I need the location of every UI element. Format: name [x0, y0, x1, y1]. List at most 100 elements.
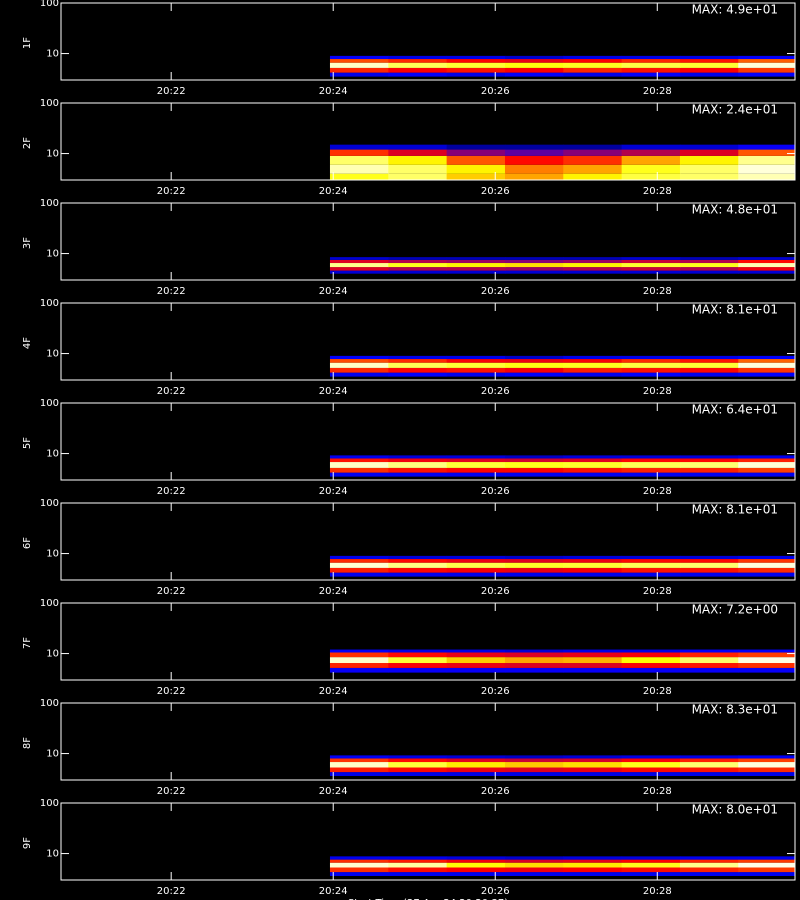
x-tick-label: 20:26 [481, 286, 510, 297]
heat-cell [621, 572, 681, 577]
heat-cell [329, 67, 389, 73]
heat-cell [329, 872, 389, 876]
heat-cell [504, 758, 564, 763]
x-tick-label: 20:24 [319, 86, 348, 97]
heat-cell [388, 72, 448, 77]
plot-frame [60, 102, 796, 181]
heat-cell [446, 164, 506, 174]
x-tick-label: 20:24 [319, 386, 348, 397]
heat-cell [504, 59, 564, 63]
heat-cell [621, 856, 681, 860]
heat-cell [329, 667, 389, 673]
heat-cell [446, 257, 506, 260]
heat-cell [738, 867, 796, 873]
heat-cell [504, 872, 564, 876]
heat-cell [738, 657, 796, 664]
x-tick-label: 20:24 [319, 186, 348, 197]
heat-cell [504, 762, 564, 768]
heat-cell [446, 559, 506, 563]
heat-cell [446, 355, 506, 360]
x-tick-label: 20:22 [157, 86, 186, 97]
heat-cell [388, 367, 448, 373]
heat-cell [329, 149, 389, 156]
x-tick-label: 20:26 [481, 486, 510, 497]
heat-cell [679, 467, 739, 473]
heat-cell [679, 155, 739, 165]
heat-cell [563, 355, 623, 360]
heat-cell [329, 59, 389, 63]
heat-cell [679, 472, 739, 477]
heat-cell [504, 657, 564, 664]
heat-cell [329, 62, 389, 68]
heat-cell [738, 458, 796, 463]
x-tick-label: 20:22 [157, 886, 186, 897]
heat-cell [621, 59, 681, 63]
heat-cell [621, 164, 681, 174]
heat-cell [388, 270, 448, 274]
heat-cell [329, 164, 389, 174]
heat-cell [563, 267, 623, 271]
heat-cell [329, 355, 389, 360]
y-tick-label: 10 [46, 149, 59, 160]
heat-cell [388, 762, 448, 768]
heat-cell [504, 772, 564, 776]
y-tick-label: 10 [46, 49, 59, 60]
heat-cell [621, 872, 681, 876]
heat-cell [504, 149, 564, 156]
heat-cell [504, 867, 564, 873]
heat-cell [563, 257, 623, 260]
heat-cell [621, 663, 681, 668]
heat-cell [563, 164, 623, 174]
heat-cell [504, 458, 564, 463]
heat-cell [621, 270, 681, 274]
heat-cell [446, 856, 506, 860]
x-tick-label: 20:22 [157, 686, 186, 697]
heat-cell [621, 462, 681, 468]
y-axis-label: 4F [22, 337, 33, 349]
x-tick-label: 20:26 [481, 586, 510, 597]
heat-cell [446, 455, 506, 459]
heat-cell [504, 555, 564, 560]
heat-cell [563, 455, 623, 459]
heat-cell [679, 257, 739, 260]
heat-cell [563, 372, 623, 377]
max-annotation: MAX: 8.1e+01 [692, 503, 778, 517]
heat-cell [329, 859, 389, 863]
heat-cell [504, 62, 564, 68]
heat-cell [738, 372, 796, 377]
heat-cell [679, 562, 739, 568]
heat-cell [388, 149, 448, 156]
heat-cell [446, 649, 506, 653]
heat-cell [504, 856, 564, 860]
heat-cell [738, 355, 796, 360]
heat-cell [446, 472, 506, 477]
heat-cell [446, 467, 506, 473]
heat-cell [738, 555, 796, 560]
heat-cell [388, 767, 448, 773]
heat-cell [504, 663, 564, 668]
y-tick-label: 10 [46, 549, 59, 560]
y-tick-label: 100 [40, 698, 59, 709]
heat-cell [738, 462, 796, 468]
heat-cell [446, 55, 506, 60]
heat-cell [446, 263, 506, 268]
heat-cell [621, 72, 681, 77]
heat-cell [621, 144, 681, 150]
x-tick-label: 20:26 [481, 686, 510, 697]
heat-cell [446, 762, 506, 768]
heat-cell [329, 173, 389, 180]
y-tick-label: 10 [46, 249, 59, 260]
heat-cell [329, 856, 389, 860]
heat-cell [446, 173, 506, 180]
heat-cell [504, 144, 564, 150]
heat-cell [329, 55, 389, 60]
heat-cell [563, 458, 623, 463]
x-tick-label: 20:28 [643, 386, 672, 397]
heat-cell [563, 362, 623, 368]
heat-cell [329, 867, 389, 873]
heat-cell [388, 467, 448, 473]
plot-frame [60, 402, 796, 481]
heat-cell [504, 467, 564, 473]
heat-cell [329, 72, 389, 77]
